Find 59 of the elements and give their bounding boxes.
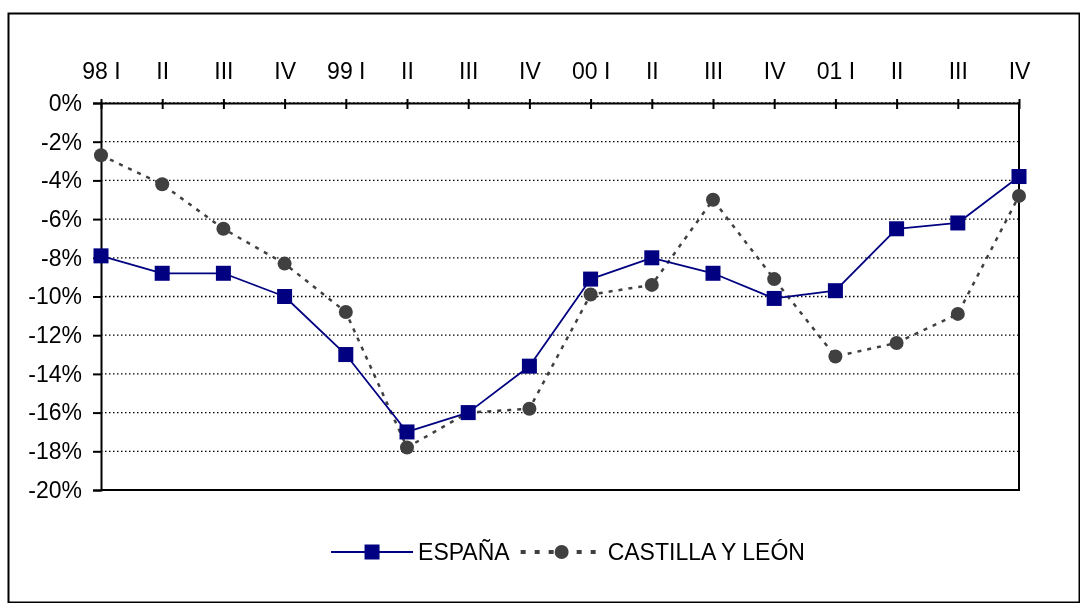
point bbox=[950, 215, 966, 231]
x-tick-label: IV bbox=[1008, 58, 1032, 84]
point bbox=[216, 221, 231, 236]
y-tick-label: -8% bbox=[41, 244, 82, 271]
point bbox=[522, 401, 537, 416]
legend-label: CASTILLA Y LEÓN bbox=[607, 539, 805, 566]
point bbox=[400, 440, 414, 455]
point bbox=[889, 221, 905, 237]
y-tick-label: -16% bbox=[28, 399, 82, 426]
point bbox=[644, 277, 659, 292]
x-tick-label: IV bbox=[274, 58, 297, 84]
legend-label: ESPAÑA bbox=[418, 539, 511, 566]
y-tick-label: -20% bbox=[28, 476, 82, 503]
x-tick-label: III bbox=[214, 58, 234, 84]
x-tick-label: III bbox=[459, 58, 479, 84]
x-tick-label: IV bbox=[519, 58, 542, 84]
point bbox=[277, 289, 293, 304]
x-tick-label: II bbox=[401, 58, 414, 84]
x-tick-label: 00 I bbox=[571, 58, 611, 84]
point bbox=[521, 358, 537, 374]
point bbox=[93, 248, 109, 264]
y-tick-label: -12% bbox=[28, 322, 82, 349]
x-tick-label: IV bbox=[763, 58, 787, 84]
x-tick-label: 98 I bbox=[82, 58, 121, 84]
y-tick-label: -4% bbox=[41, 167, 82, 194]
point bbox=[1011, 169, 1027, 185]
y-tick-label: 0% bbox=[48, 89, 82, 116]
y-tick-label: -10% bbox=[28, 283, 82, 310]
x-tick-label: III bbox=[703, 58, 724, 84]
point bbox=[338, 304, 353, 319]
y-tick-label: -18% bbox=[28, 438, 82, 465]
y-tick-label: -2% bbox=[41, 128, 82, 155]
point bbox=[277, 256, 292, 271]
x-tick-label: II bbox=[645, 58, 659, 84]
point bbox=[705, 265, 721, 281]
point bbox=[1012, 188, 1026, 203]
point bbox=[154, 265, 170, 281]
y-tick-label: -6% bbox=[41, 205, 82, 232]
point bbox=[583, 287, 598, 302]
point bbox=[706, 192, 720, 207]
x-tick-label: 99 I bbox=[327, 58, 366, 84]
point bbox=[399, 424, 415, 440]
x-tick-label: 01 I bbox=[816, 58, 856, 84]
y-tick-label: -14% bbox=[28, 360, 82, 387]
point bbox=[583, 271, 599, 287]
point bbox=[155, 177, 170, 192]
point bbox=[94, 148, 108, 163]
point bbox=[827, 283, 843, 299]
point bbox=[950, 306, 965, 321]
point bbox=[644, 250, 660, 266]
x-tick-label: II bbox=[890, 58, 904, 84]
point bbox=[215, 265, 231, 281]
point bbox=[767, 272, 782, 287]
point bbox=[828, 349, 843, 364]
x-tick-label: III bbox=[948, 58, 968, 84]
point bbox=[889, 335, 904, 350]
point bbox=[766, 290, 782, 306]
point bbox=[338, 347, 354, 363]
x-tick-label: II bbox=[156, 58, 170, 84]
